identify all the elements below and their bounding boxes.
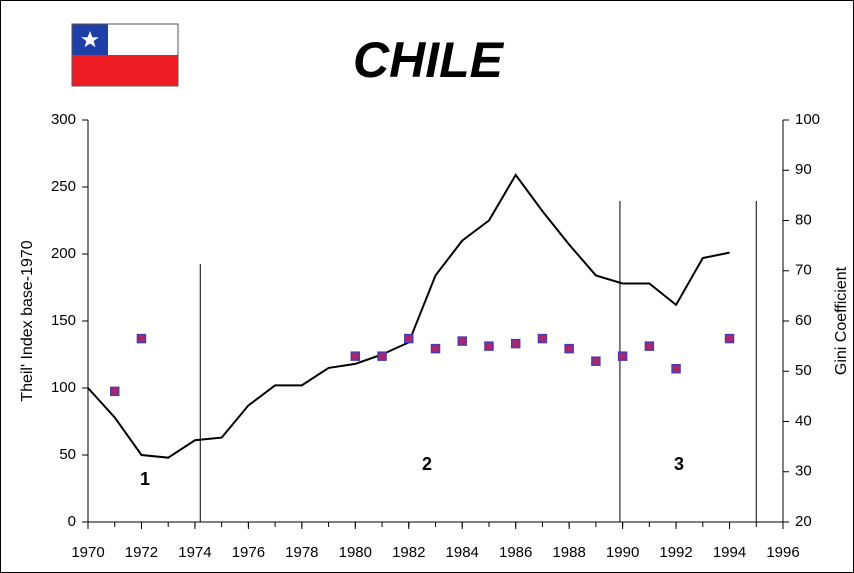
- gini-marker: [457, 336, 467, 346]
- x-tick-label: 1986: [499, 544, 532, 561]
- y2-tick-label: 60: [795, 312, 812, 329]
- gini-marker: [510, 338, 521, 349]
- gini-marker: [617, 351, 628, 361]
- gini-marker: [404, 333, 414, 344]
- x-tick-label: 1978: [285, 544, 318, 561]
- y2-tick-label: 90: [795, 161, 812, 178]
- x-tick-label: 1982: [392, 544, 425, 561]
- period-label: 1: [140, 469, 150, 489]
- flag: [71, 23, 179, 87]
- y2-tick-label: 40: [795, 412, 812, 429]
- gini-marker: [537, 333, 548, 344]
- chart-title: CHILE: [353, 32, 505, 88]
- flag-border: [71, 23, 179, 87]
- y2-tick-label: 50: [795, 362, 812, 379]
- gini-marker: [644, 341, 655, 351]
- y2-tick-label: 100: [795, 111, 820, 128]
- period-label: 2: [422, 454, 432, 474]
- x-tick-label: 1972: [125, 544, 158, 561]
- gini-marker: [377, 351, 387, 361]
- x-tick-label: 1984: [446, 544, 479, 561]
- period-label: 3: [674, 454, 684, 474]
- x-tick-label: 1976: [232, 544, 265, 561]
- y-tick-label: 200: [51, 245, 76, 262]
- y2-axis-label: Gini Coefficient: [833, 266, 850, 375]
- gini-marker: [430, 343, 441, 354]
- gini-marker: [564, 343, 574, 354]
- gini-marker: [591, 356, 601, 366]
- gini-marker: [109, 386, 120, 397]
- y-tick-label: 300: [51, 111, 76, 128]
- x-tick-label: 1990: [606, 544, 639, 561]
- y2-tick-label: 80: [795, 211, 812, 228]
- y-tick-label: 0: [68, 513, 76, 530]
- x-tick-label: 1988: [552, 544, 585, 561]
- y-tick-label: 250: [51, 178, 76, 195]
- gini-marker: [136, 333, 147, 344]
- gini-marker: [484, 341, 494, 351]
- gini-marker: [671, 363, 681, 374]
- flag-red: [72, 55, 178, 86]
- flag-star: [81, 31, 99, 48]
- y-tick-label: 100: [51, 379, 76, 396]
- x-tick-label: 1996: [766, 544, 799, 561]
- x-tick-label: 1970: [71, 544, 104, 561]
- y-tick-label: 50: [59, 446, 76, 463]
- x-tick-label: 1994: [713, 544, 746, 561]
- y2-tick-label: 30: [795, 463, 812, 480]
- y-tick-label: 150: [51, 312, 76, 329]
- x-tick-label: 1992: [659, 544, 692, 561]
- x-tick-label: 1974: [178, 544, 211, 561]
- y2-tick-label: 20: [795, 513, 812, 530]
- x-tick-label: 1980: [339, 544, 372, 561]
- gini-marker: [350, 351, 361, 361]
- y-axis-label: Theil' Index base-1970: [19, 240, 36, 401]
- y2-tick-label: 70: [795, 262, 812, 279]
- gini-marker: [724, 333, 735, 344]
